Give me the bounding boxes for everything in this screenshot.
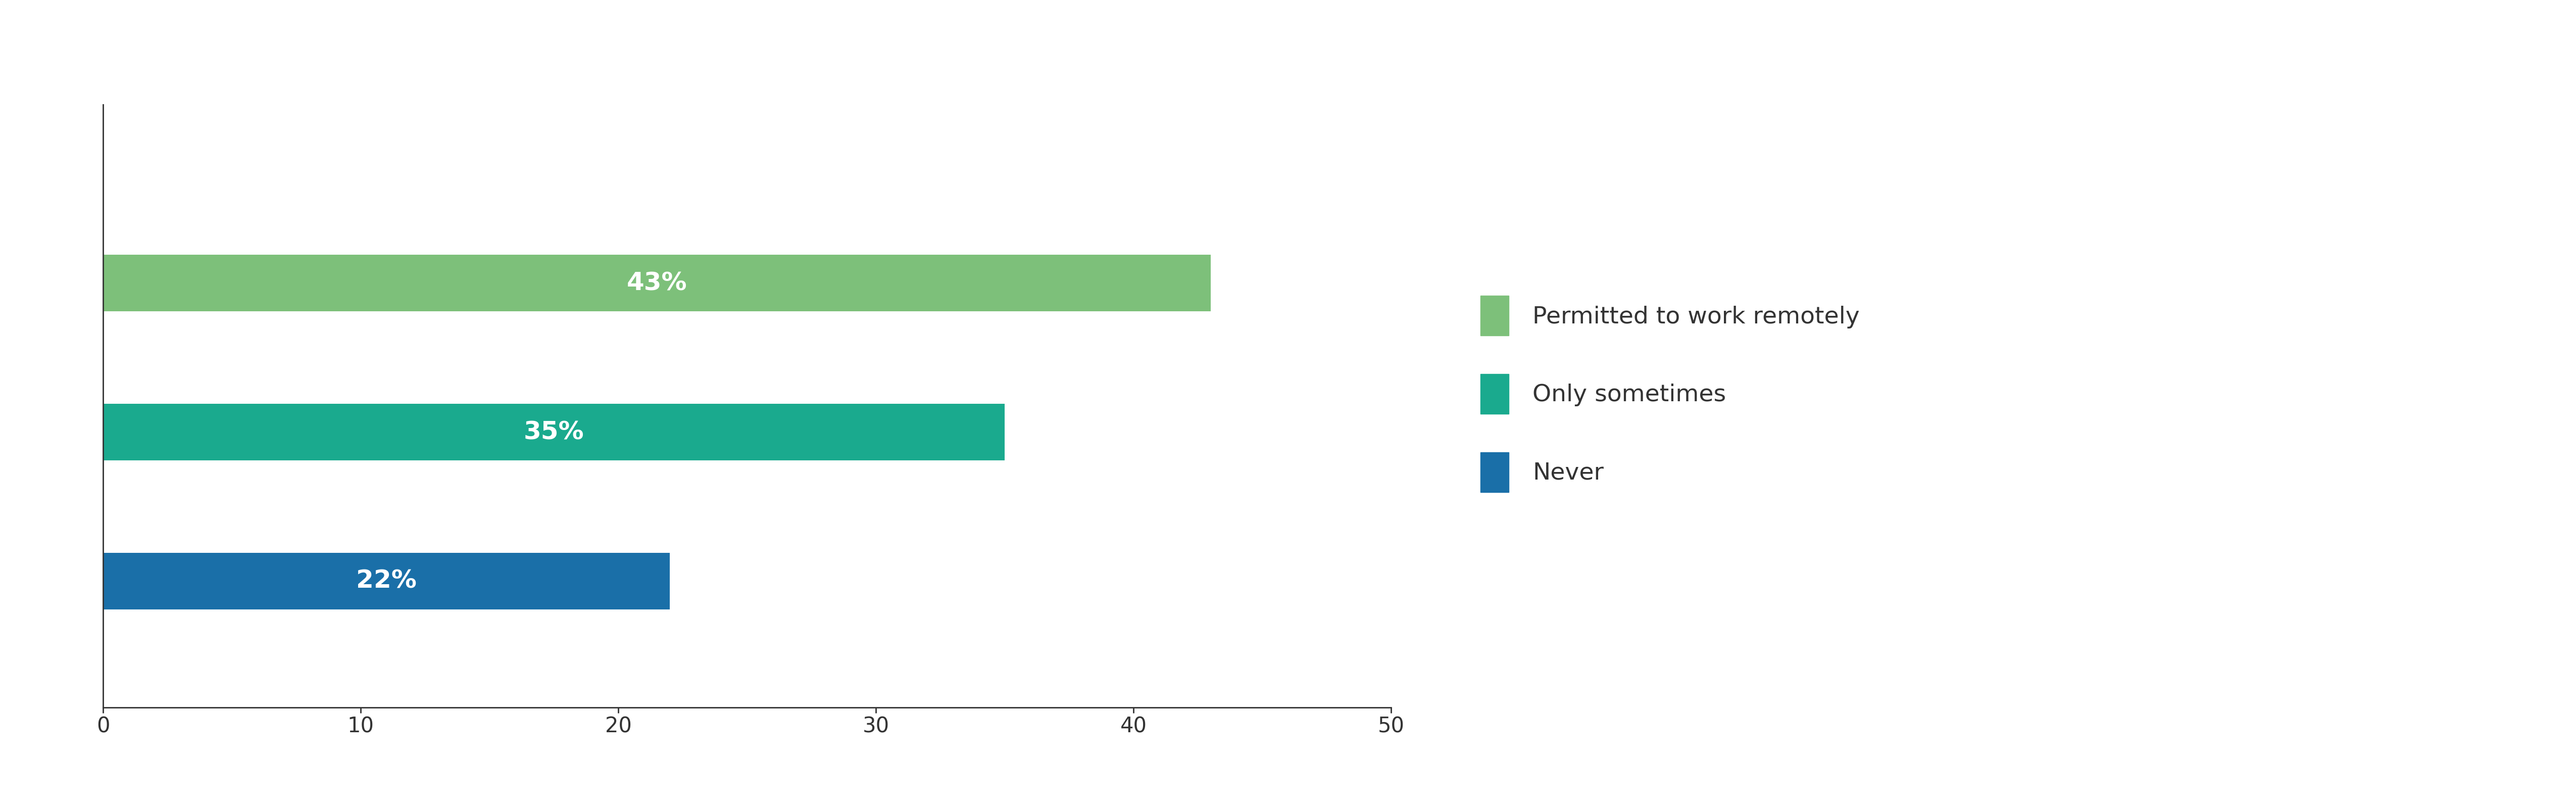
Legend: Permitted to work remotely, Only sometimes, Never: Permitted to work remotely, Only sometim… xyxy=(1481,296,1860,492)
Text: 43%: 43% xyxy=(626,271,688,295)
Bar xyxy=(103,404,1005,461)
Bar xyxy=(103,255,1211,311)
Bar xyxy=(103,552,670,609)
Text: 22%: 22% xyxy=(355,569,417,593)
Text: 35%: 35% xyxy=(523,420,585,444)
